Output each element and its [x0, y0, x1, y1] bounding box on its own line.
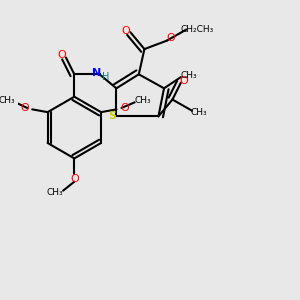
Text: CH₃: CH₃	[0, 96, 15, 105]
Text: CH₂CH₃: CH₂CH₃	[181, 25, 214, 34]
Text: N: N	[92, 68, 101, 78]
Text: O: O	[70, 174, 79, 184]
Text: CH₃: CH₃	[191, 108, 207, 117]
Text: CH₃: CH₃	[135, 96, 152, 105]
Text: O: O	[167, 33, 176, 43]
Text: S: S	[108, 111, 116, 122]
Text: CH₃: CH₃	[46, 188, 63, 196]
Text: O: O	[57, 50, 66, 60]
Text: O: O	[122, 26, 130, 36]
Text: O: O	[120, 103, 129, 113]
Text: O: O	[20, 103, 29, 113]
Text: H: H	[102, 72, 110, 82]
Text: O: O	[179, 76, 188, 86]
Text: CH₃: CH₃	[180, 71, 197, 80]
